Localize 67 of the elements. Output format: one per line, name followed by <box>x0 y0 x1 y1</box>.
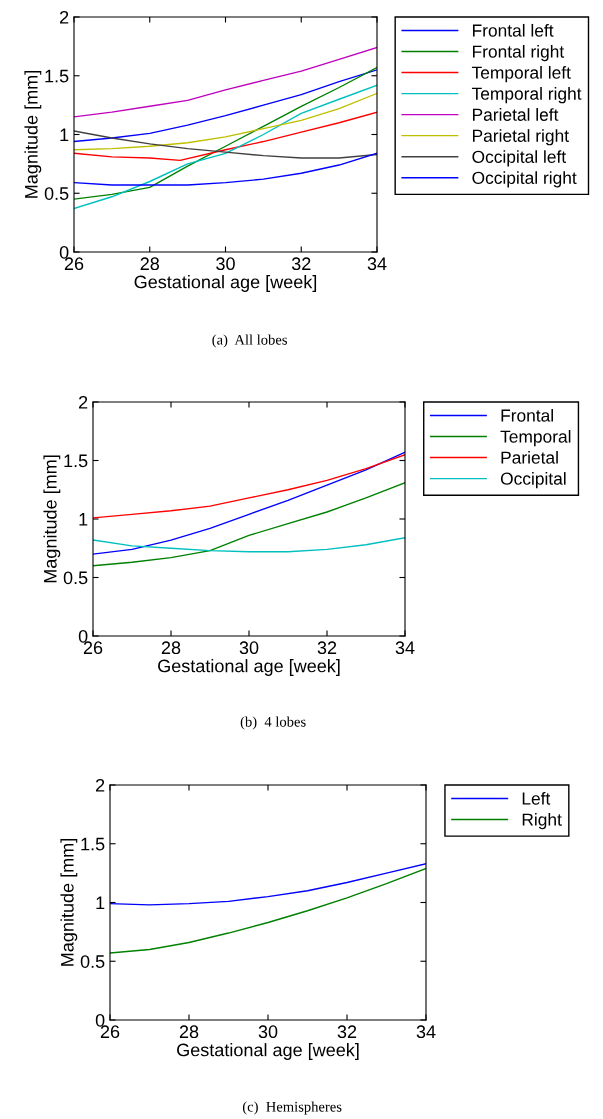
text: (a) All lobes <box>212 334 287 348</box>
x-tick-label: 28 <box>140 257 160 271</box>
x-tick-label: 32 <box>337 1025 357 1039</box>
y-tick-label: 1.5 <box>45 69 69 83</box>
line-series <box>93 451 405 555</box>
y-axis-title: Magnitude [mm] <box>43 455 61 583</box>
x-tick-label: 28 <box>179 1025 199 1039</box>
x-tick-label: 26 <box>100 1025 120 1039</box>
line-series <box>74 111 377 162</box>
y-tick-label: 0.5 <box>63 571 88 585</box>
y-tick-label: 2 <box>79 395 88 409</box>
x-tick-label: 32 <box>291 257 311 271</box>
x-tick-label: 28 <box>161 641 181 655</box>
legend-label: Frontal right <box>472 44 565 62</box>
line-series <box>110 863 426 906</box>
y-tick-label: 1.5 <box>81 837 105 851</box>
line-series <box>93 482 405 567</box>
legend-label: Right <box>522 812 562 830</box>
text: (b) 4 lobes <box>240 716 306 730</box>
y-tick-label: 1.5 <box>64 454 88 468</box>
line-series <box>74 84 377 210</box>
line-series <box>74 46 377 118</box>
x-tick-label: 26 <box>83 641 103 655</box>
y-tick-label: 1 <box>60 128 69 142</box>
y-tick-label: 0 <box>59 245 69 259</box>
y-axis-title: Magnitude [mm] <box>24 71 42 198</box>
y-tick-label: 0 <box>78 629 88 643</box>
x-axis-title: Gestational age [week] <box>177 1043 359 1060</box>
y-tick-label: 2 <box>96 778 105 792</box>
line-series <box>93 537 405 553</box>
line-series <box>74 66 377 200</box>
y-tick-label: 1 <box>96 896 105 910</box>
legend-label: Parietal left <box>472 108 559 121</box>
x-tick-label: 30 <box>258 1025 278 1039</box>
x-tick-label: 34 <box>416 1025 436 1039</box>
legend-label: Parietal <box>501 451 558 464</box>
line-series <box>110 867 426 954</box>
line-series <box>74 92 377 151</box>
x-tick-label: 34 <box>395 641 415 655</box>
y-tick-label: 0.5 <box>44 187 69 200</box>
line-series <box>74 152 377 186</box>
text: (c) Hemispheres <box>242 1101 342 1115</box>
line-series <box>74 69 377 143</box>
x-axis-title: Gestational age [week] <box>134 275 317 292</box>
y-tick-label: 0.5 <box>80 955 105 968</box>
legend-label: Temporal left <box>471 66 571 83</box>
y-tick-label: 0 <box>95 1013 105 1027</box>
x-tick-label: 26 <box>64 257 84 271</box>
legend-label: Occipital right <box>472 171 577 188</box>
line-series <box>74 130 377 159</box>
legend-label: Temporal <box>500 429 571 447</box>
legend-label: Temporal right <box>471 87 582 104</box>
x-tick-label: 30 <box>216 257 235 271</box>
y-tick-label: 2 <box>60 10 69 24</box>
legend-label: Frontal left <box>472 23 554 37</box>
x-tick-label: 34 <box>367 257 387 271</box>
legend-label: Occipital <box>500 472 566 489</box>
y-axis-title: Magnitude [mm] <box>60 839 78 966</box>
legend-label: Frontal <box>501 408 553 422</box>
legend-label: Parietal right <box>472 129 569 146</box>
legend-label: Left <box>522 791 551 805</box>
x-axis-title: Gestational age [week] <box>158 659 340 676</box>
legend-label: Occipital left <box>472 150 566 167</box>
y-tick-label: 1 <box>79 513 88 526</box>
line-series <box>93 453 405 519</box>
x-tick-label: 32 <box>317 641 337 655</box>
x-tick-label: 30 <box>239 641 259 655</box>
